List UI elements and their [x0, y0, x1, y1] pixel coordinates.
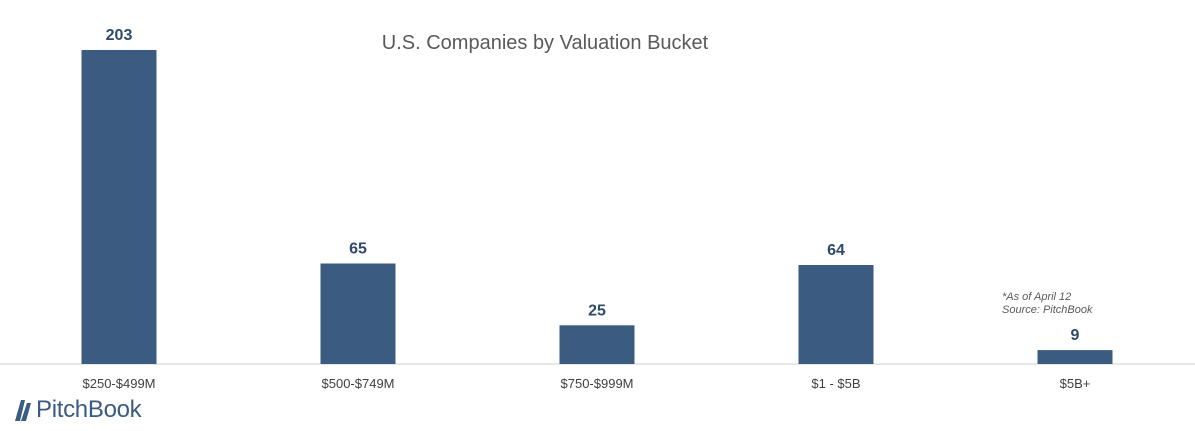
annotation-0: *As of April 12	[1002, 291, 1071, 303]
bar-1	[320, 263, 396, 364]
data-label-1: 65	[349, 241, 367, 258]
pitchbook-logo: PitchBook	[12, 396, 142, 424]
bar-0	[81, 50, 157, 364]
x-tick-label-0: $250-$499M	[83, 376, 156, 391]
x-tick-label-2: $750-$999M	[561, 376, 634, 391]
x-tick-label-1: $500-$749M	[322, 376, 395, 391]
chart-title: U.S. Companies by Valuation Bucket	[382, 32, 709, 54]
data-label-3: 64	[827, 242, 845, 259]
data-label-2: 25	[588, 302, 606, 319]
bar-2	[559, 325, 635, 364]
bar-3	[798, 265, 874, 364]
pitchbook-sail-icon	[15, 400, 31, 421]
x-tick-label-4: $5B+	[1060, 376, 1091, 391]
bar-group: 203 $250-$499M 65 $500-$749M 25 $750-$999M 64 $…	[81, 27, 1113, 391]
x-tick-label-3: $1 - $5B	[811, 376, 860, 391]
data-label-4: 9	[1071, 327, 1080, 344]
brand-name: PitchBook	[36, 396, 142, 423]
data-label-0: 203	[106, 27, 133, 44]
bar-4	[1037, 350, 1113, 364]
annotation-1: Source: PitchBook	[1002, 304, 1093, 316]
